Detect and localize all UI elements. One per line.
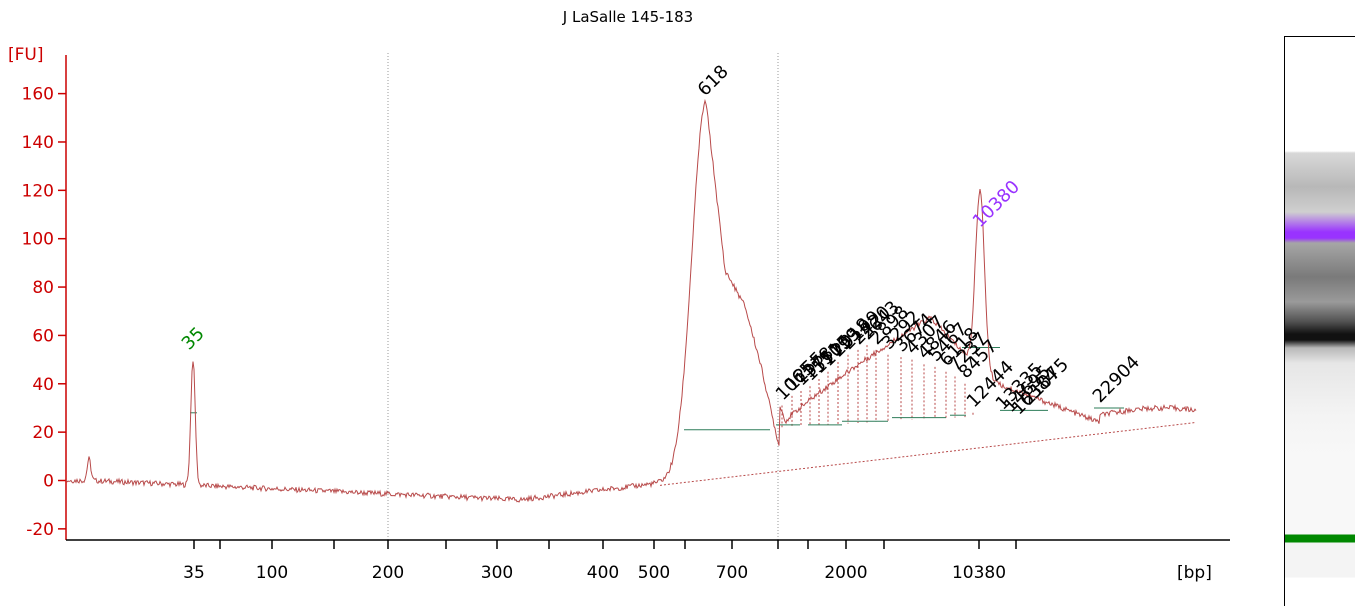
axes <box>65 55 1230 541</box>
grid-lines <box>387 53 779 540</box>
y-ticks: -20 0 20 40 60 80 100 120 140 160 <box>22 85 66 540</box>
y-tick-label: 120 <box>22 181 54 201</box>
x-tick-label: 2000 <box>824 563 867 583</box>
chart-svg: J LaSalle 145-183 [FU] [bp] -20 0 20 40 60 80… <box>8 8 1230 583</box>
x-tick-label: 700 <box>716 563 748 583</box>
x-tick-label: 10380 <box>952 563 1006 583</box>
y-tick-label: 100 <box>22 230 54 250</box>
peak-label: 10380 <box>969 176 1024 231</box>
y-tick-label: -20 <box>26 520 54 540</box>
peak-label: 618 <box>694 61 733 100</box>
y-tick-label: 140 <box>22 133 54 153</box>
y-tick-label: 0 <box>43 472 54 492</box>
peak-fill-line <box>659 421 1197 486</box>
x-ticks: 35 100 200 300 400 500 700 2000 10380 <box>183 540 1017 583</box>
y-tick-label: 80 <box>32 278 54 298</box>
y-axis-label: [FU] <box>8 45 44 65</box>
peak-fill-lines <box>659 345 1197 486</box>
x-tick-label: 100 <box>256 563 288 583</box>
signal-trace <box>65 98 1197 503</box>
x-tick-label: 200 <box>372 563 404 583</box>
x-tick-label: 300 <box>481 563 513 583</box>
y-tick-label: 60 <box>32 326 54 346</box>
x-tick-label: 400 <box>587 563 619 583</box>
peak-label: 35 <box>178 323 209 354</box>
y-tick-label: 20 <box>32 423 54 443</box>
x-axis-label: [bp] <box>1177 563 1212 583</box>
peak-labels: 3510380618106512551378155117051799201821… <box>178 61 1144 419</box>
chart-title: J LaSalle 145-183 <box>562 8 693 26</box>
baseline-segments <box>190 347 1124 431</box>
y-tick-label: 160 <box>22 85 54 105</box>
peak-label: 22904 <box>1089 352 1144 407</box>
x-tick-label: 35 <box>183 563 205 583</box>
x-tick-label: 500 <box>638 563 670 583</box>
gel-lane <box>1284 36 1355 606</box>
y-tick-label: 40 <box>32 375 54 395</box>
